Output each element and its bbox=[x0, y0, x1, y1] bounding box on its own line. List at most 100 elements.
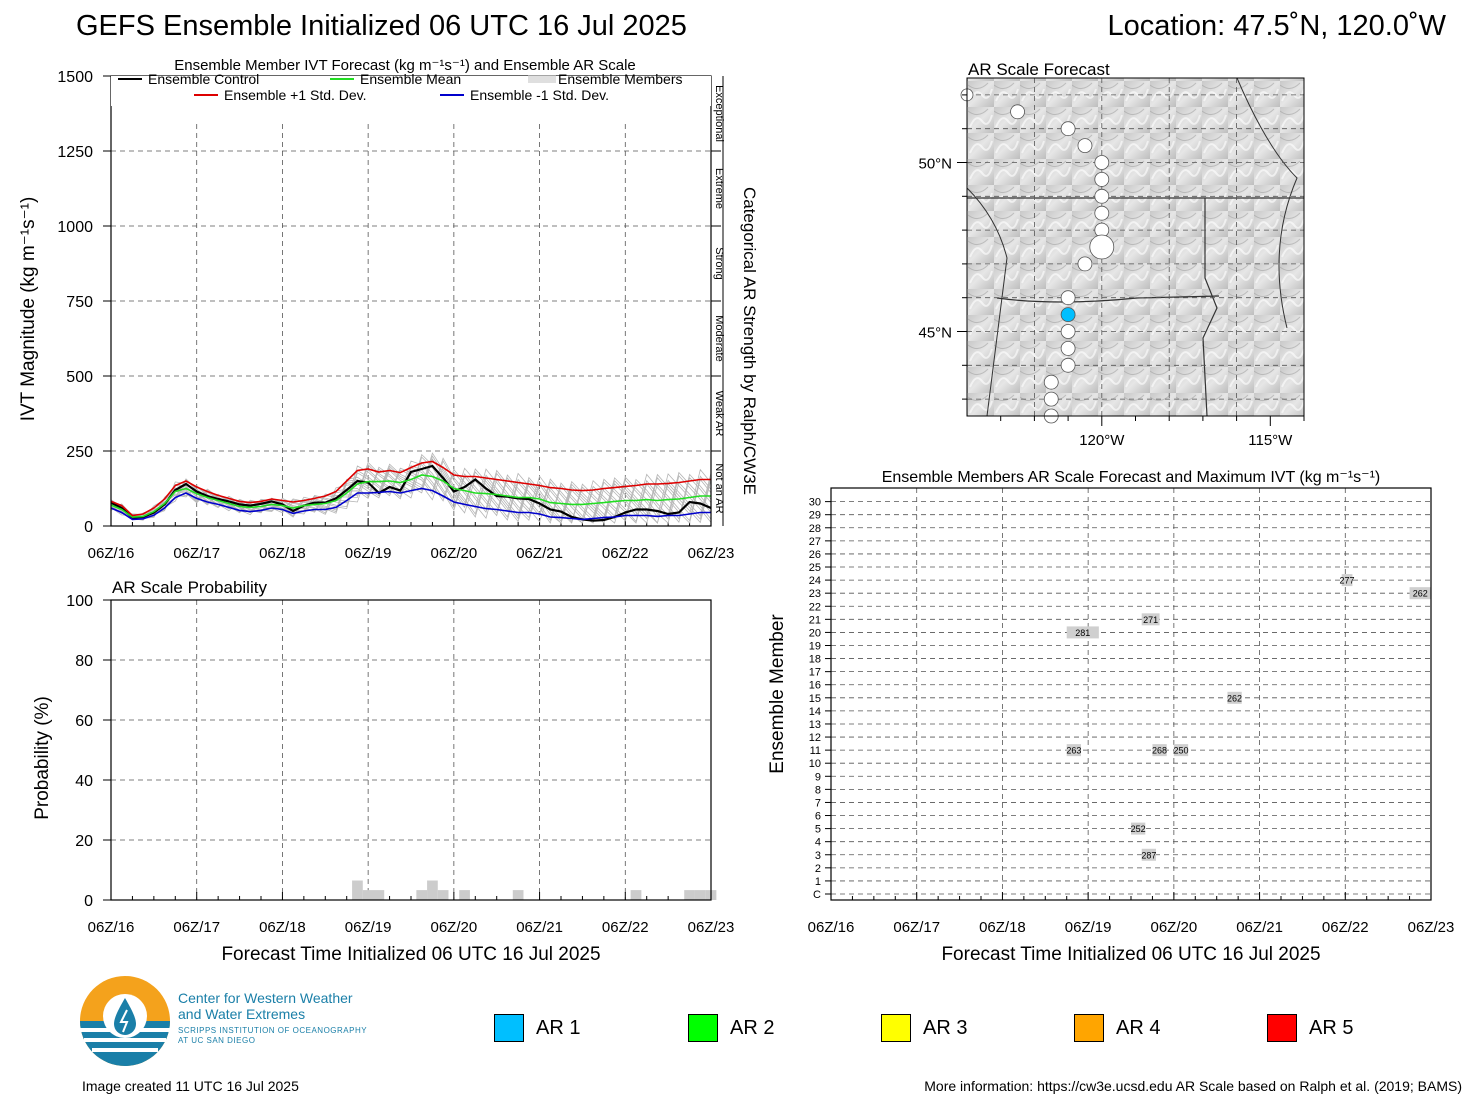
page-title: GEFS Ensemble Initialized 06 UTC 16 Jul … bbox=[76, 10, 687, 42]
x-axis-label: Forecast Time Initialized 06 UTC 16 Jul … bbox=[221, 944, 600, 965]
legend-ar1-label: AR 1 bbox=[536, 1016, 581, 1039]
x-tick-label: 06Z/20 bbox=[1151, 919, 1198, 936]
member-label: 2 bbox=[815, 863, 821, 875]
map-point bbox=[1060, 340, 1076, 356]
member-label: 13 bbox=[809, 719, 821, 731]
member-event-value: 252 bbox=[1131, 824, 1146, 834]
member-event-bar bbox=[1341, 574, 1353, 587]
legend-ar2-label: AR 2 bbox=[730, 1016, 775, 1039]
member-label: 1 bbox=[815, 876, 821, 888]
legend-label: Ensemble Control bbox=[148, 71, 259, 87]
member-event-bar bbox=[1409, 587, 1431, 600]
member-label: 7 bbox=[815, 797, 821, 809]
map-point bbox=[1060, 324, 1076, 339]
member-label: 26 bbox=[809, 549, 821, 561]
member-label: 19 bbox=[809, 640, 821, 652]
probability-bar bbox=[352, 880, 363, 900]
legend-label: Ensemble Mean bbox=[360, 71, 461, 87]
category-label: Exceptional bbox=[713, 85, 725, 142]
y-axis-label: IVT Magnitude (kg m⁻¹s⁻¹) bbox=[18, 197, 39, 422]
y-axis-label: Ensemble Member bbox=[767, 614, 788, 774]
y-tick-label: 1250 bbox=[57, 144, 93, 161]
member-label: 10 bbox=[809, 758, 821, 770]
x-tick-label: 06Z/19 bbox=[1065, 919, 1112, 936]
x-tick-label: 06Z/18 bbox=[979, 919, 1026, 936]
y-tick-label: 20 bbox=[75, 833, 93, 850]
map-x-tick-label: 120°W bbox=[1079, 432, 1125, 449]
probability-bar bbox=[373, 890, 385, 900]
member-chart: C123456789101112131415161718192021222324… bbox=[767, 469, 1454, 965]
map-point bbox=[1060, 290, 1076, 306]
logo-line2: and Water Extremes bbox=[178, 1006, 306, 1022]
y-tick-label: 0 bbox=[84, 519, 93, 536]
legend-ar4-swatch bbox=[1074, 1014, 1104, 1042]
y-tick-label: 750 bbox=[66, 294, 93, 311]
member-event-bar bbox=[1066, 626, 1099, 639]
y-tick-label: 1500 bbox=[57, 69, 93, 86]
member-label: 20 bbox=[809, 627, 821, 639]
member-label: 16 bbox=[809, 680, 821, 692]
map-point bbox=[1094, 155, 1110, 170]
x-tick-label: 06Z/22 bbox=[602, 919, 649, 936]
x-tick-label: 06Z/16 bbox=[88, 919, 135, 936]
right-axis-label: Categorical AR Strength by Ralph/CW3E bbox=[740, 187, 759, 495]
category-label: Extreme bbox=[713, 168, 725, 209]
x-tick-label: 06Z/17 bbox=[173, 919, 220, 936]
x-tick-label: 06Z/20 bbox=[431, 919, 478, 936]
x-tick-label: 06Z/22 bbox=[1322, 919, 1369, 936]
map-point bbox=[1077, 138, 1093, 153]
member-label: 29 bbox=[809, 510, 821, 522]
member-event-bar bbox=[1131, 822, 1146, 835]
series-line-ensemble-1-std-dev- bbox=[110, 460, 711, 517]
x-tick-label: 06Z/17 bbox=[173, 545, 220, 562]
y-axis-label: Probability (%) bbox=[32, 696, 53, 820]
map-point bbox=[1094, 205, 1110, 221]
x-tick-label: 06Z/18 bbox=[259, 919, 306, 936]
probability-bar bbox=[416, 890, 428, 900]
member-event-value: 250 bbox=[1173, 746, 1188, 756]
member-label: 8 bbox=[815, 784, 821, 796]
member-event-value: 281 bbox=[1075, 628, 1090, 638]
category-label: Moderate bbox=[713, 315, 725, 361]
location-label: Location: 47.5˚N, 120.0˚W bbox=[1107, 10, 1446, 42]
x-tick-label: 06Z/23 bbox=[688, 545, 735, 562]
category-label: Weak AR bbox=[713, 391, 725, 437]
member-event-bar bbox=[1152, 744, 1167, 757]
logo-line3: SCRIPPS INSTITUTION OF OCEANOGRAPHY bbox=[178, 1026, 368, 1035]
member-event-value: 268 bbox=[1152, 746, 1167, 756]
map-x-tick-label: 115°W bbox=[1248, 432, 1293, 449]
member-label: 17 bbox=[809, 667, 821, 679]
legend-ar3: AR 3 bbox=[881, 1012, 967, 1044]
legend-ar4: AR 4 bbox=[1074, 1012, 1160, 1044]
member-series-line bbox=[110, 460, 712, 524]
map-point bbox=[1043, 374, 1059, 390]
member-plot-frame bbox=[830, 487, 1432, 901]
probability-bar bbox=[512, 890, 524, 900]
x-tick-label: 06Z/20 bbox=[431, 545, 478, 562]
member-label: 14 bbox=[809, 706, 821, 718]
map-terrain bbox=[967, 78, 1304, 416]
map-y-tick-label: 50°N bbox=[918, 156, 952, 173]
map-border-montana bbox=[1236, 77, 1298, 329]
map-point bbox=[1077, 256, 1093, 272]
member-label: 27 bbox=[809, 536, 821, 548]
x-tick-label: 06Z/19 bbox=[345, 545, 392, 562]
logo-line4: AT UC SAN DIEGO bbox=[178, 1036, 256, 1045]
member-label: 28 bbox=[809, 523, 821, 535]
member-label: 23 bbox=[809, 588, 821, 600]
prob-chart-title: AR Scale Probability bbox=[112, 578, 267, 597]
member-event-value: 262 bbox=[1413, 589, 1428, 599]
member-series-line bbox=[110, 458, 712, 524]
member-label: 5 bbox=[815, 824, 821, 836]
member-label: 18 bbox=[809, 654, 821, 666]
more-info-label: More information: https://cw3e.ucsd.edu … bbox=[924, 1078, 1462, 1094]
member-label: 11 bbox=[810, 745, 821, 757]
legend-ar5-label: AR 5 bbox=[1309, 1016, 1354, 1039]
x-tick-label: 06Z/17 bbox=[893, 919, 940, 936]
map-y-tick-label: 45°N bbox=[918, 325, 952, 342]
y-tick-label: 100 bbox=[66, 593, 93, 610]
map-point bbox=[1094, 188, 1110, 204]
member-chart-title: Ensemble Members AR Scale Forecast and M… bbox=[882, 469, 1381, 486]
ivt-chart: Ensemble Member IVT Forecast (kg m⁻¹s⁻¹)… bbox=[18, 57, 759, 562]
y-tick-label: 0 bbox=[84, 893, 93, 910]
